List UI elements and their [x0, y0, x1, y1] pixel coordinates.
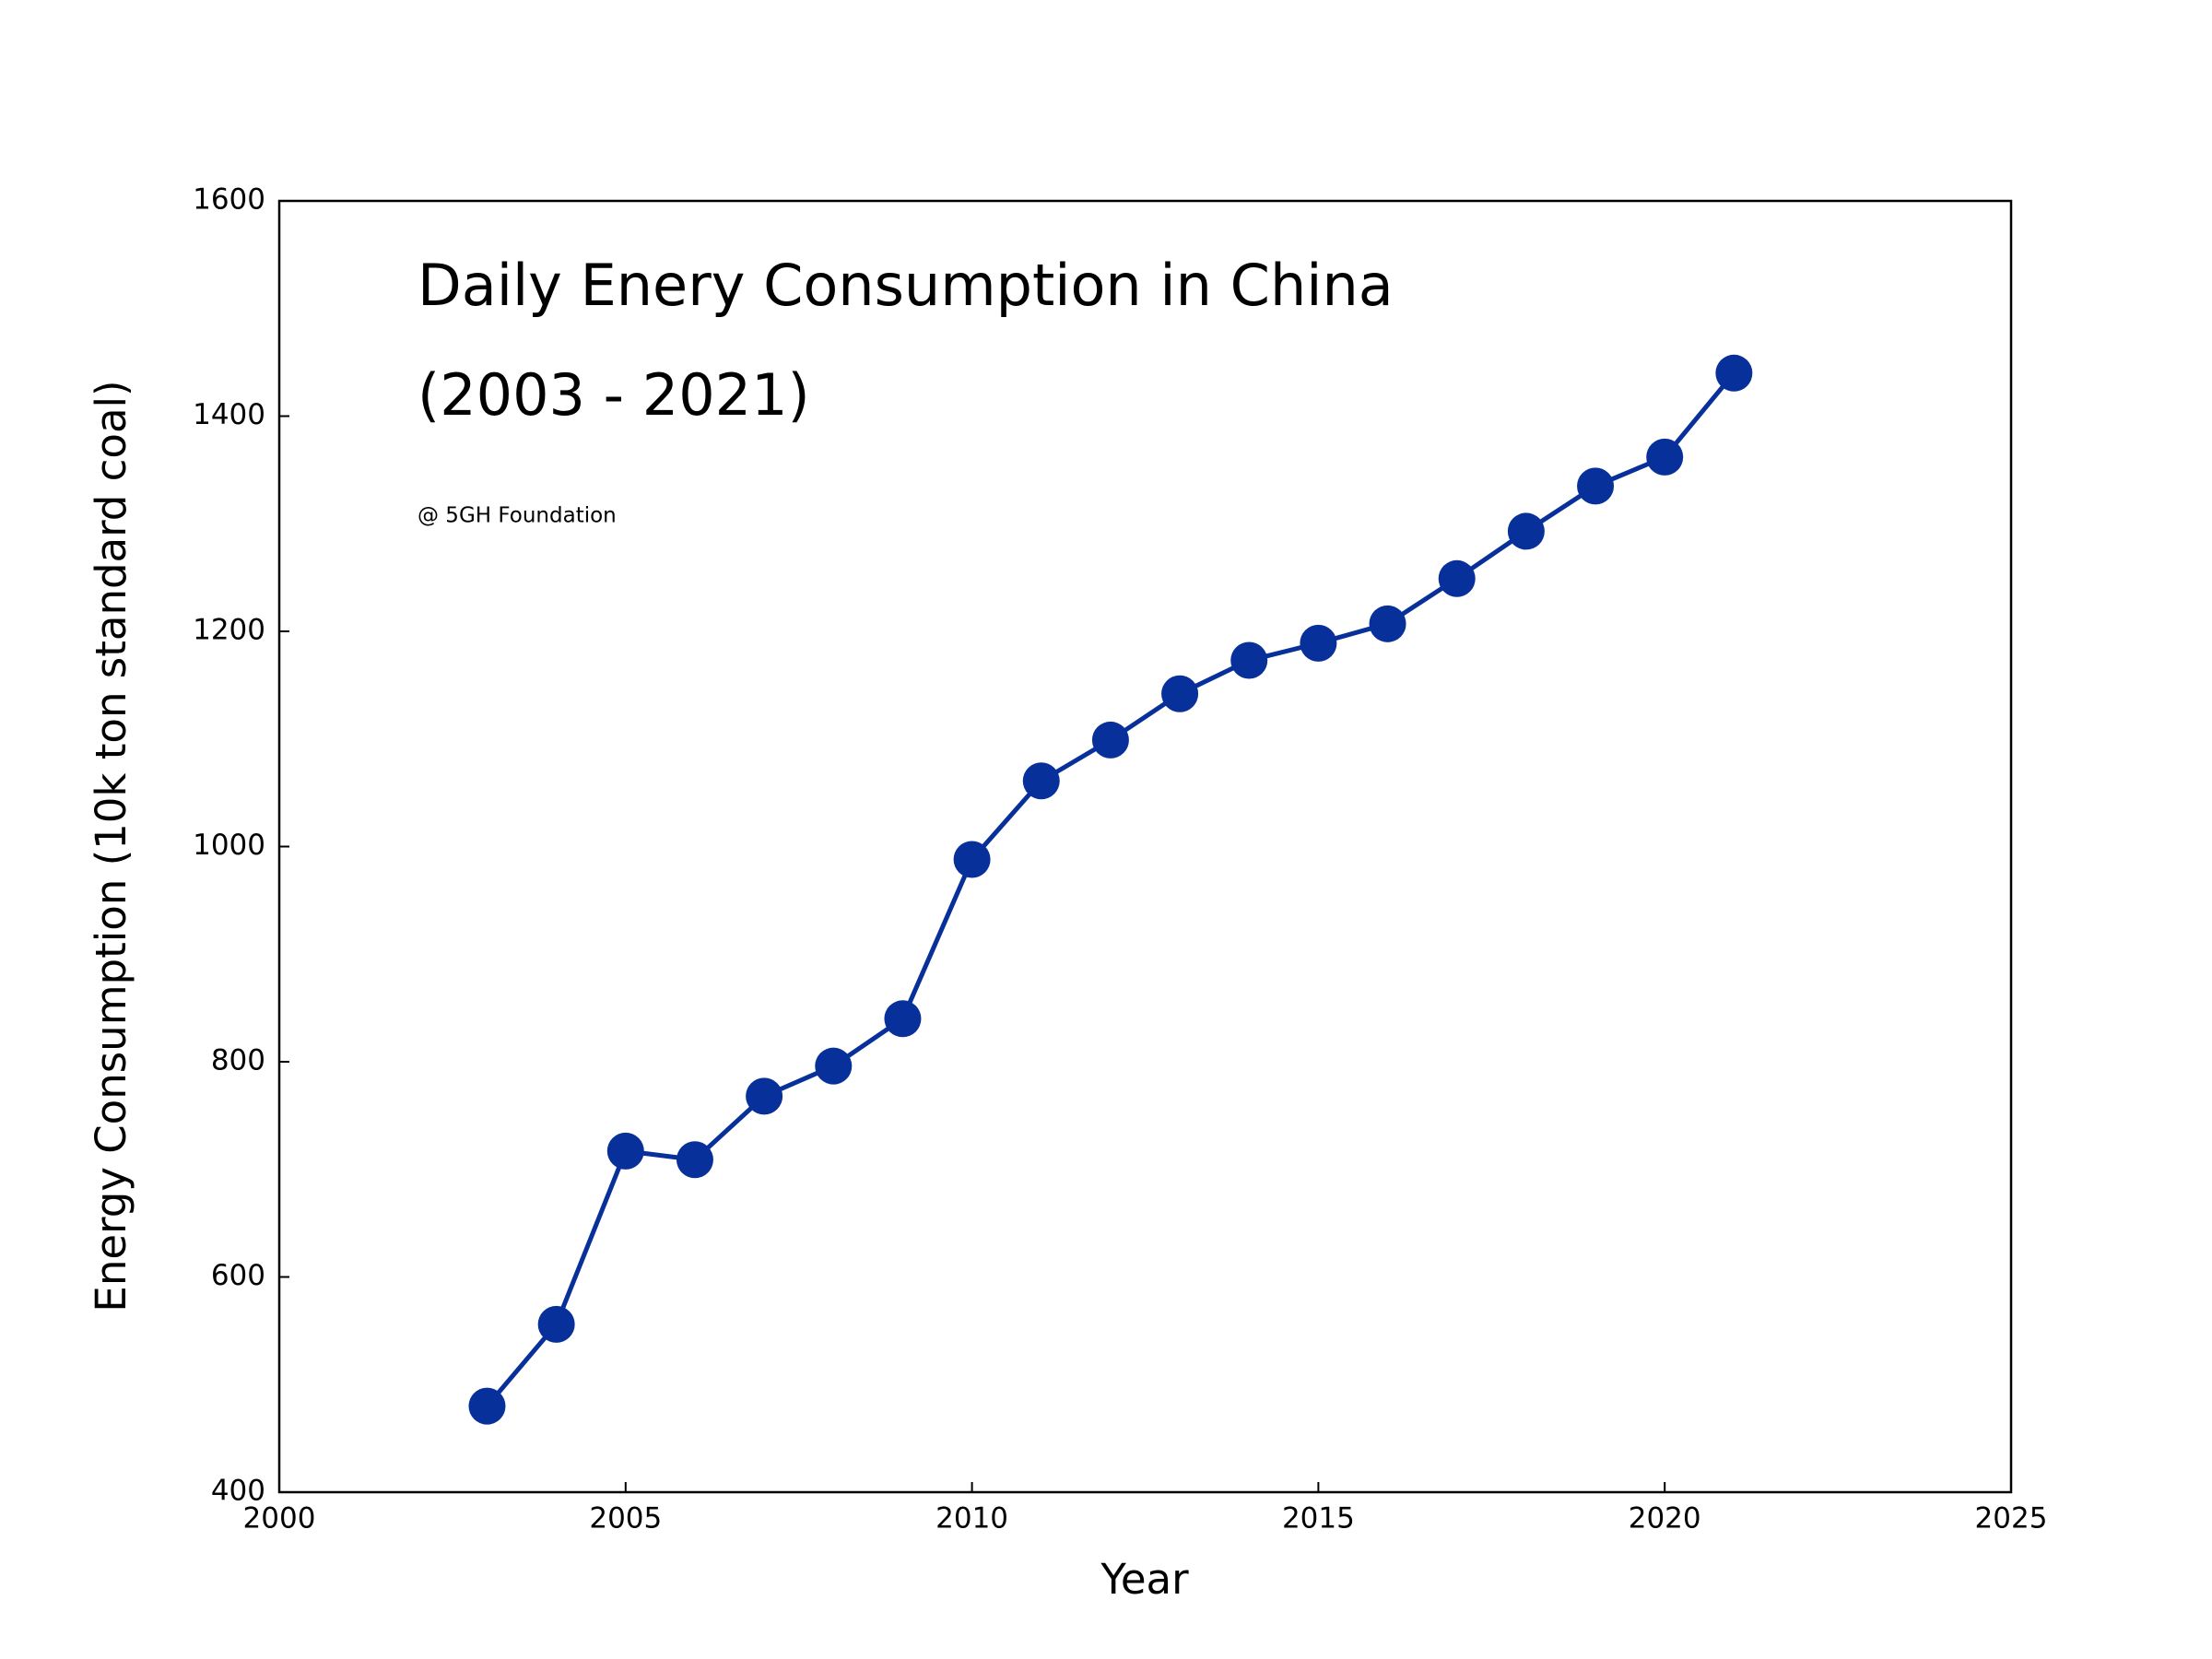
marker: [884, 1000, 922, 1038]
marker: [676, 1141, 713, 1179]
marker: [606, 1132, 644, 1170]
marker: [1715, 354, 1753, 392]
marker: [1369, 605, 1406, 642]
marker: [1438, 559, 1476, 597]
marker: [1161, 675, 1199, 712]
x-tick-label: 2000: [243, 1502, 316, 1535]
marker: [1300, 624, 1337, 662]
y-axis-label: Energy Consumption (10k ton standard coa…: [87, 380, 135, 1312]
x-tick-label: 2005: [589, 1502, 662, 1535]
marker: [1230, 641, 1268, 679]
chart-title: Daily Enery Consumption in China: [418, 252, 1394, 319]
annotation: @ 5GH Foundation: [418, 504, 617, 528]
marker: [953, 841, 991, 878]
marker: [1577, 467, 1615, 505]
marker: [1507, 512, 1545, 550]
marker: [1646, 438, 1684, 476]
y-tick-label: 1200: [193, 614, 265, 647]
y-tick-label: 400: [211, 1475, 265, 1508]
y-tick-label: 1400: [193, 398, 265, 431]
y-tick-label: 600: [211, 1259, 265, 1292]
marker: [815, 1047, 853, 1085]
marker: [1022, 762, 1060, 800]
y-tick-label: 800: [211, 1044, 265, 1077]
x-tick-label: 2025: [1975, 1502, 2048, 1535]
x-tick-label: 2010: [935, 1502, 1008, 1535]
y-tick-label: 1600: [193, 183, 265, 217]
marker: [1091, 721, 1129, 759]
marker: [537, 1305, 575, 1343]
y-tick-label: 1000: [193, 829, 265, 862]
chart-subtitle: (2003 - 2021): [418, 361, 810, 429]
x-axis-label: Year: [1100, 1555, 1189, 1604]
x-tick-label: 2015: [1282, 1502, 1355, 1535]
marker: [746, 1077, 783, 1115]
marker: [468, 1387, 506, 1425]
x-tick-label: 2020: [1629, 1502, 1701, 1535]
